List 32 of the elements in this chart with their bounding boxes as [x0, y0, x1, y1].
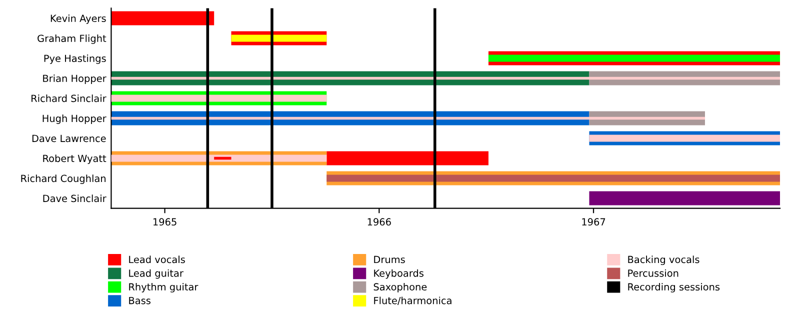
- legend-label: Lead guitar: [129, 269, 184, 279]
- y-tick-label: Kevin Ayers: [50, 14, 106, 24]
- legend-label: Bass: [129, 296, 150, 304]
- y-tick-label: Robert Wyatt: [43, 154, 106, 164]
- legend-label: Percussion: [628, 269, 678, 277]
- y-tick-label: Dave Lawrence: [32, 134, 106, 142]
- x-tick-label: 1966: [368, 218, 391, 226]
- x-tick-label: 1967: [582, 218, 606, 226]
- y-tick-label: Richard Coughlan: [21, 174, 106, 184]
- bar: [589, 134, 780, 142]
- legend-label: Backing vocals: [628, 256, 700, 266]
- bar: [111, 11, 214, 26]
- bar: [326, 174, 780, 182]
- legend-label: Saxophone: [374, 283, 427, 292]
- legend-label: Keyboards: [374, 269, 424, 279]
- y-tick-label: Graham Flight: [38, 34, 106, 44]
- bar: [326, 151, 488, 166]
- y-tick-label: Pye Hastings: [44, 54, 106, 64]
- y-tick-label: Hugh Hopper: [42, 114, 106, 124]
- bar: [231, 34, 327, 42]
- bar: [111, 94, 327, 102]
- bar: [589, 191, 780, 206]
- legend-label: Recording sessions: [628, 283, 720, 292]
- y-tick-label: Brian Hopper: [43, 74, 106, 84]
- legend-label: Drums: [374, 256, 405, 264]
- legend-label: Flute/harmonica: [374, 296, 452, 305]
- legend-label: Lead vocals: [129, 256, 185, 264]
- bar: [111, 154, 327, 162]
- y-tick-label: Dave Sinclair: [43, 194, 106, 202]
- x-tick-label: 1965: [153, 218, 176, 226]
- legend-label: Rhythm guitar: [129, 283, 198, 292]
- y-tick-label: Richard Sinclair: [32, 94, 106, 102]
